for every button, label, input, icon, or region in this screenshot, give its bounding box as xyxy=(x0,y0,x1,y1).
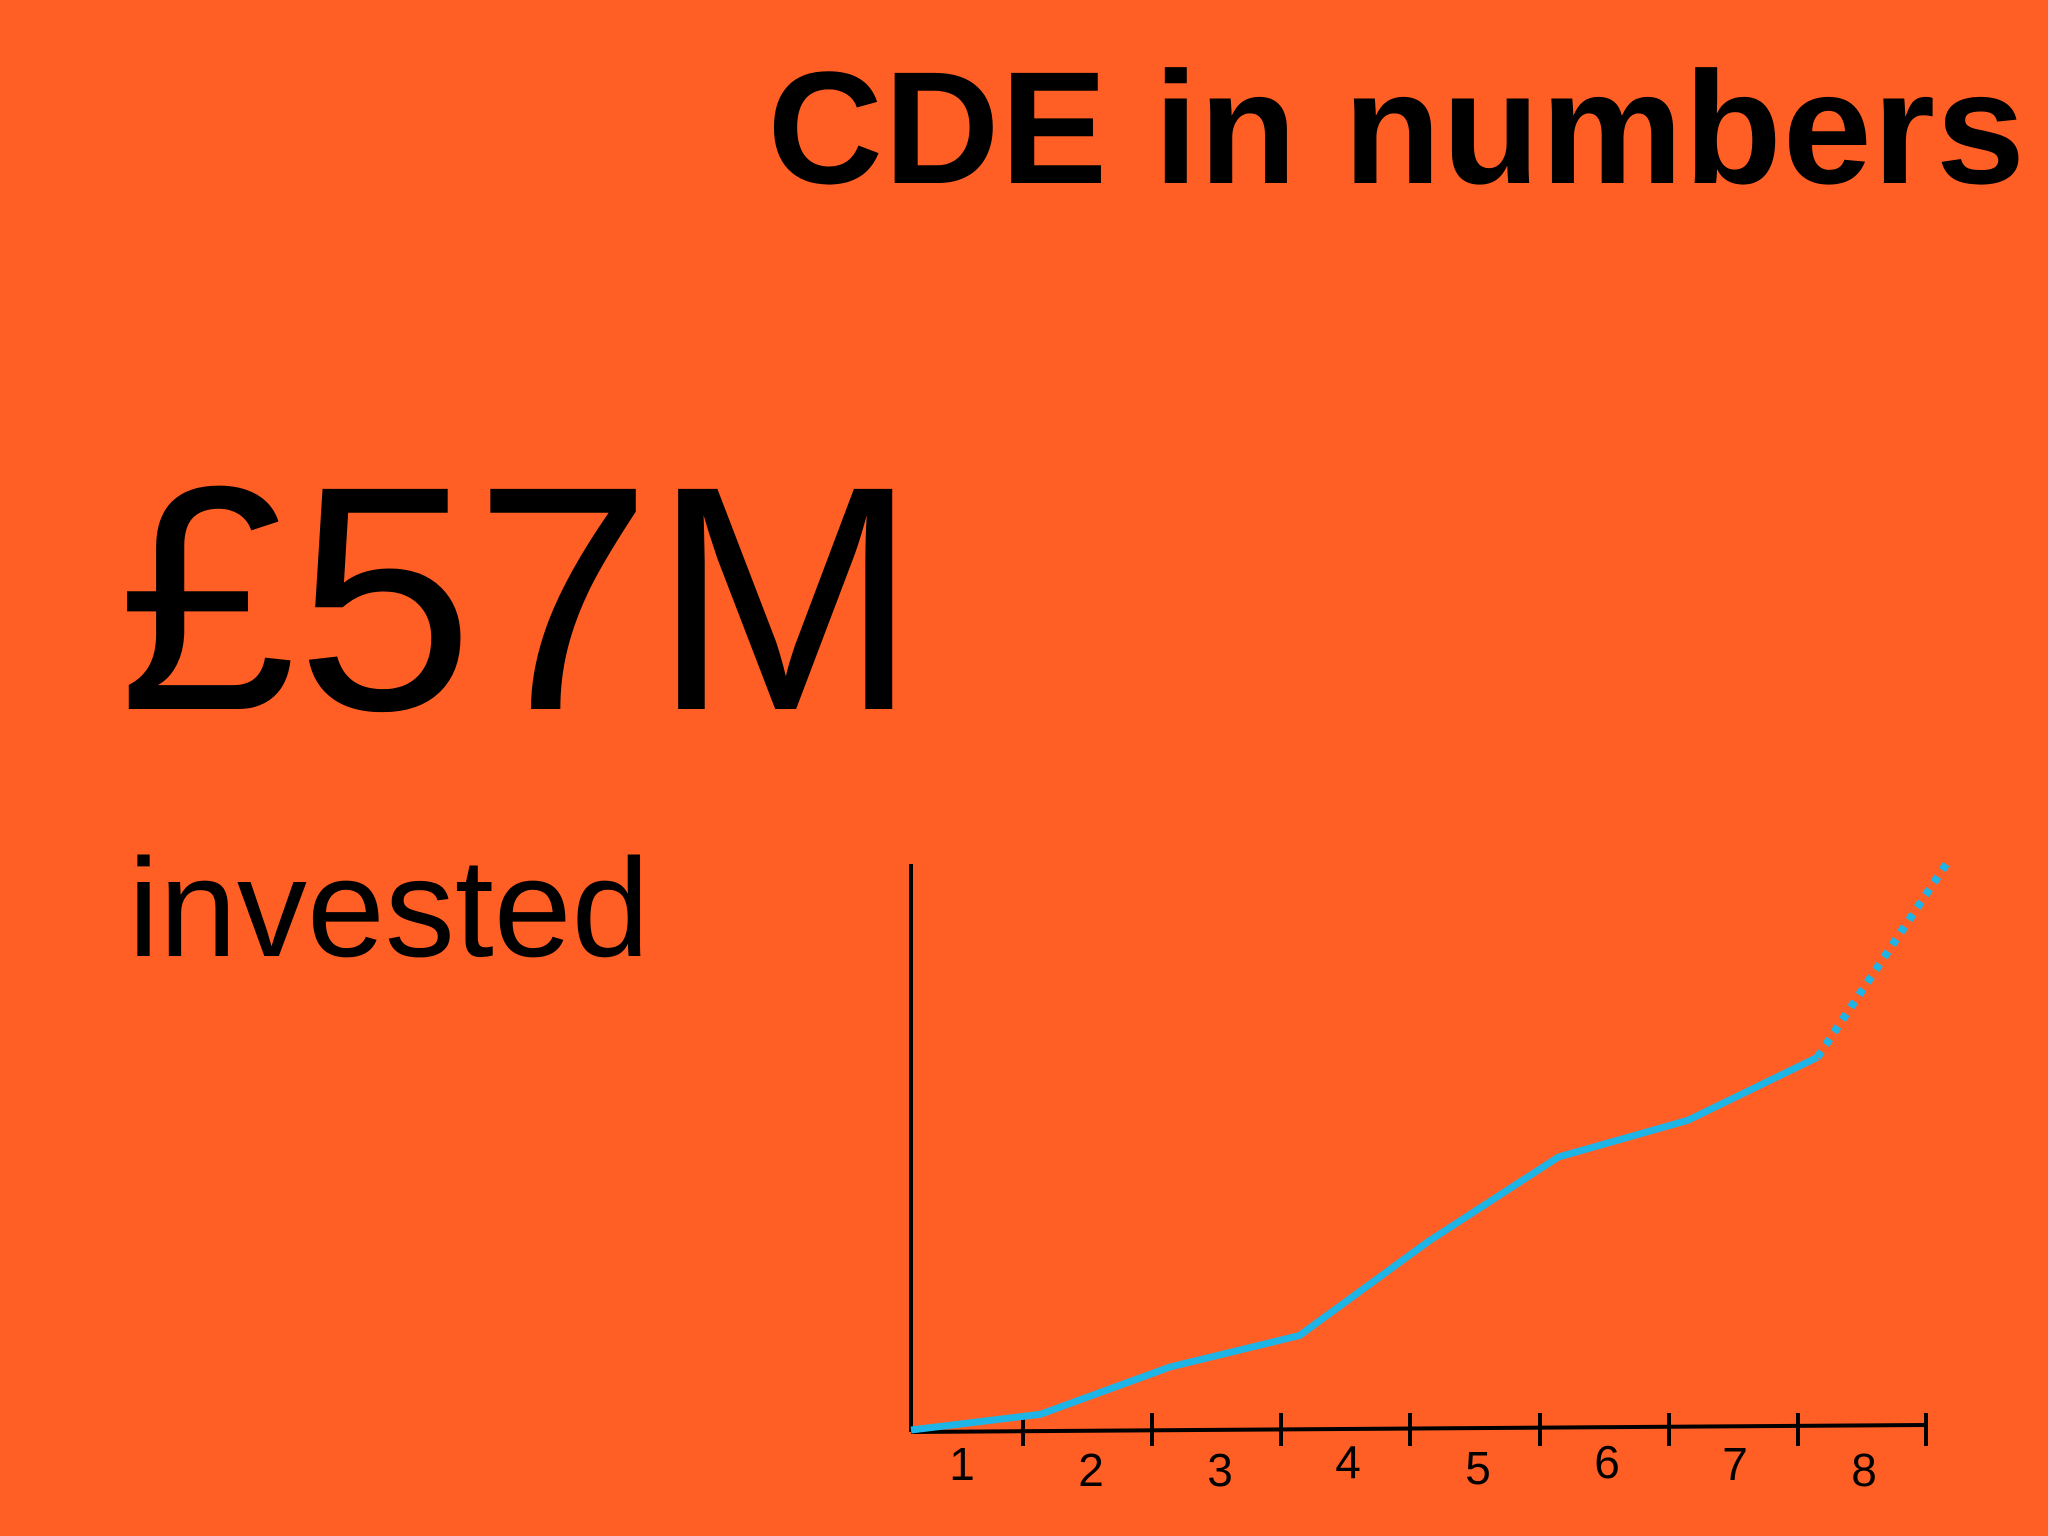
x-tick-label: 2 xyxy=(1078,1444,1104,1496)
x-tick-label: 5 xyxy=(1465,1442,1491,1494)
x-axis xyxy=(910,1423,1927,1434)
x-tick-label: 4 xyxy=(1335,1436,1361,1488)
x-tick-label: 7 xyxy=(1722,1438,1748,1490)
x-tick-label: 8 xyxy=(1851,1444,1877,1496)
investment-line xyxy=(910,1054,1820,1434)
x-tick-label: 3 xyxy=(1207,1444,1233,1496)
projection-line xyxy=(1814,860,1951,1060)
headline-figure: £57M xyxy=(118,419,919,777)
x-tick-label: 1 xyxy=(949,1438,975,1490)
headline-caption: invested xyxy=(128,829,650,986)
page-title: CDE in numbers xyxy=(767,38,2026,217)
x-tick-label: 6 xyxy=(1594,1436,1620,1488)
